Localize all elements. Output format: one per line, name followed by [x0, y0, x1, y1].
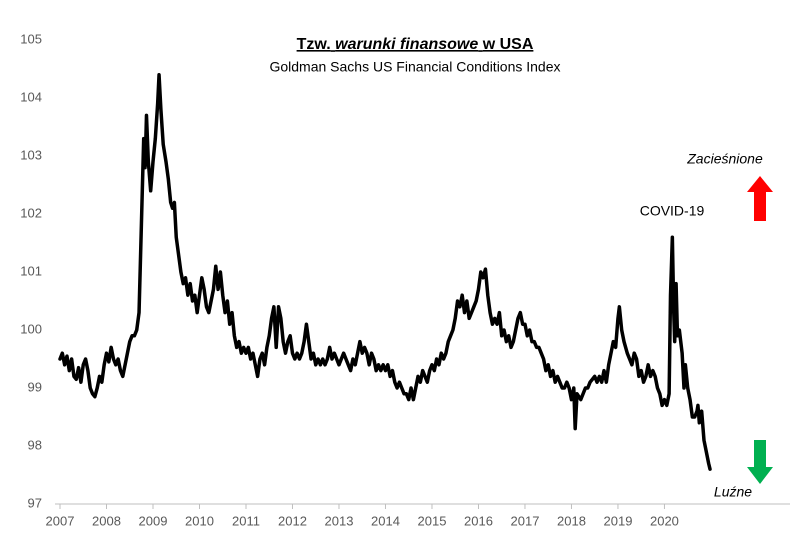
x-tick-label: 2015	[418, 513, 447, 528]
y-tick-label: 102	[20, 205, 42, 220]
x-tick-label: 2012	[278, 513, 307, 528]
x-tick-label: 2017	[511, 513, 540, 528]
down-arrow	[747, 440, 773, 484]
line-series	[58, 73, 712, 471]
x-tick-label: 2008	[92, 513, 121, 528]
x-tick-label: 2011	[232, 513, 260, 528]
y-tick-label: 100	[20, 321, 42, 336]
x-tick-label: 2016	[464, 513, 493, 528]
tighter-annotation: Zacieśnione	[686, 151, 763, 167]
looser-annotation: Luźne	[714, 484, 752, 500]
y-tick-label: 104	[20, 89, 42, 104]
x-tick-label: 2020	[650, 513, 679, 528]
up-arrow	[747, 176, 773, 221]
x-tick-label: 2018	[557, 513, 586, 528]
x-tick-label: 2010	[185, 513, 214, 528]
covid-annotation: COVID-19	[640, 203, 705, 219]
title-italic: warunki finansowe	[335, 36, 478, 53]
chart-title: Tzw. warunki finansowe w USA	[297, 36, 534, 53]
y-tick-label: 97	[28, 495, 42, 510]
x-tick-label: 2014	[371, 513, 400, 528]
y-tick-label: 105	[20, 31, 42, 46]
x-tick-label: 2007	[46, 513, 75, 528]
x-tick-label: 2009	[139, 513, 168, 528]
x-tick-label: 2019	[604, 513, 633, 528]
x-tick-label: 2013	[325, 513, 354, 528]
y-tick-label: 98	[28, 437, 42, 452]
y-tick-label: 101	[20, 263, 42, 278]
title-suffix: w USA	[482, 36, 534, 53]
title-prefix: Tzw.	[297, 36, 331, 53]
y-tick-label: 103	[20, 147, 42, 162]
y-tick-label: 99	[28, 379, 42, 394]
chart-subtitle: Goldman Sachs US Financial Conditions In…	[269, 59, 560, 75]
